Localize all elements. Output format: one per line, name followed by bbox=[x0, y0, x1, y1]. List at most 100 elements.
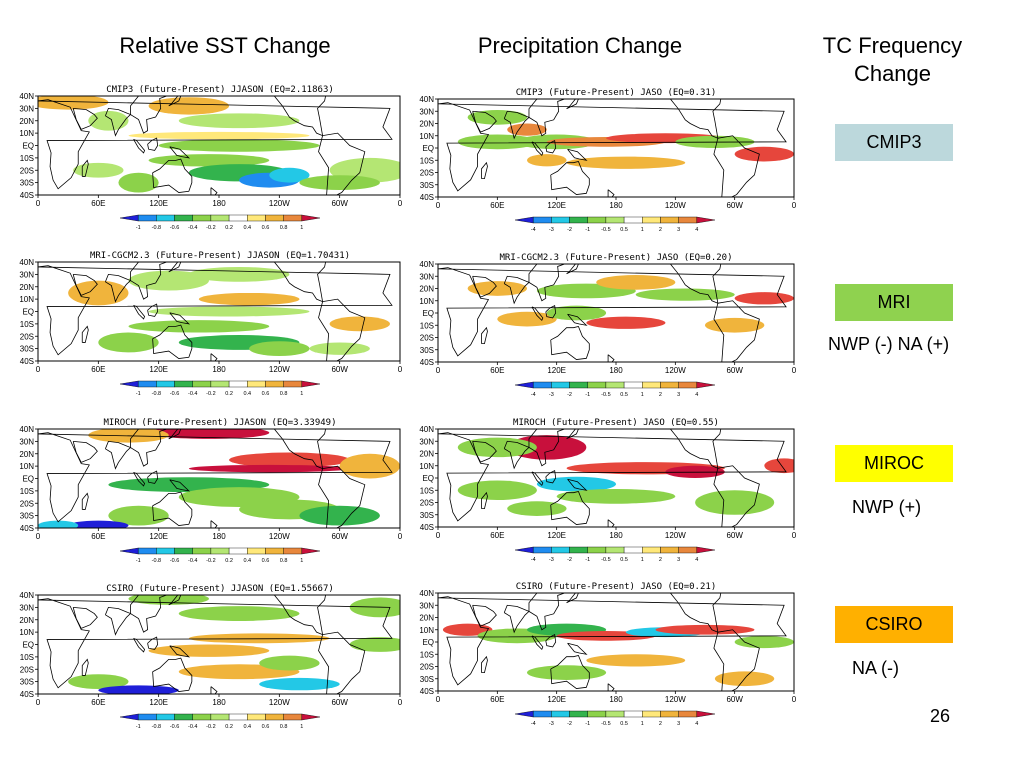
colorbar-label: -1 bbox=[585, 392, 590, 398]
lat-label: 30N bbox=[419, 107, 434, 116]
colorbar-segment bbox=[119, 214, 139, 222]
colorbar-segment bbox=[265, 214, 284, 222]
colorbar-label: 2 bbox=[659, 392, 662, 398]
lat-label: 10S bbox=[420, 321, 434, 330]
colorbar-label: -0.5 bbox=[601, 557, 610, 563]
lat-label: 20N bbox=[419, 285, 434, 294]
field-anomaly bbox=[457, 134, 537, 150]
colorbar-label: -2 bbox=[567, 227, 572, 233]
colorbar-segment bbox=[265, 380, 284, 388]
coastline-arabia bbox=[472, 275, 497, 298]
lat-label: 30S bbox=[420, 346, 434, 355]
lat-label: 10S bbox=[20, 487, 34, 496]
colorbar-label: 0.6 bbox=[262, 391, 270, 397]
colorbar-segment bbox=[551, 546, 570, 554]
lat-label: 10S bbox=[20, 653, 34, 662]
lon-label: 120W bbox=[269, 199, 290, 207]
lon-label: 180 bbox=[212, 365, 226, 373]
colorbar-label: 1 bbox=[300, 225, 303, 231]
lat-label: 20S bbox=[20, 665, 34, 674]
sst-title-3: MIROCH (Future-Present) JJASON (EQ=3.339… bbox=[103, 418, 337, 428]
lat-label: EQ bbox=[22, 142, 34, 151]
lon-label: 0 bbox=[398, 365, 403, 373]
field-anomaly bbox=[734, 292, 794, 305]
colorbar-segment bbox=[605, 546, 625, 554]
colorbar-label: 3 bbox=[677, 721, 680, 727]
coastline-samer bbox=[318, 465, 366, 528]
coastline-arabia bbox=[72, 273, 98, 296]
lat-label: 10N bbox=[419, 132, 434, 141]
csiro-note: NA (-) bbox=[852, 658, 899, 678]
colorbar-segment bbox=[642, 216, 661, 224]
lat-label: 20S bbox=[420, 499, 434, 508]
coastline-madag bbox=[81, 159, 89, 177]
colorbar-segment bbox=[119, 713, 139, 721]
colorbar-segment bbox=[642, 381, 661, 389]
coastline-india bbox=[105, 606, 132, 636]
coastline-samer bbox=[318, 298, 366, 361]
colorbar-segment bbox=[678, 216, 698, 224]
coastline-austral bbox=[152, 491, 193, 526]
precip-colorbar-4: -4 -3 -2 -1 -0.5 0.5 1 2 3 4 bbox=[514, 710, 716, 727]
precip-colorbar-1: -4 -3 -2 -1 -0.5 0.5 1 2 3 4 bbox=[514, 216, 716, 233]
field-anomaly bbox=[705, 317, 765, 333]
colorbar-segment bbox=[696, 710, 716, 718]
colorbar-label: -1 bbox=[136, 391, 141, 397]
colorbar-label: -0.6 bbox=[170, 225, 179, 231]
colorbar-label: 1 bbox=[300, 724, 303, 730]
coastline-asia bbox=[528, 264, 565, 302]
lat-label: 10S bbox=[420, 156, 434, 165]
colorbar-label: -2 bbox=[567, 392, 572, 398]
coastline-borneo bbox=[545, 634, 557, 648]
field-anomaly bbox=[178, 113, 300, 129]
colorbar-segment bbox=[301, 713, 321, 721]
colorbar-label: -0.2 bbox=[206, 391, 215, 397]
colorbar-segment bbox=[660, 546, 679, 554]
precip-title-4: CSIRO (Future-Present) JASO (EQ=0.21) bbox=[515, 582, 717, 592]
colorbar-segment bbox=[228, 713, 248, 721]
colorbar-label: -0.5 bbox=[601, 392, 610, 398]
lon-label: 0 bbox=[792, 201, 797, 209]
lat-label: 30S bbox=[420, 675, 434, 684]
lat-label: 40S bbox=[420, 358, 434, 367]
field-anomaly bbox=[655, 624, 755, 635]
colorbar-segment bbox=[587, 546, 607, 554]
colorbar-segment bbox=[283, 214, 303, 222]
coastline-sumatra bbox=[133, 304, 146, 320]
coastline-newzeal bbox=[607, 683, 615, 691]
coastline-madag bbox=[81, 325, 89, 343]
colorbar-segment bbox=[283, 713, 303, 721]
field-anomaly bbox=[68, 520, 129, 528]
colorbar-label: -3 bbox=[549, 557, 554, 563]
colorbar-segment bbox=[514, 710, 534, 718]
coastline-namer bbox=[670, 593, 722, 633]
coastline-namer bbox=[273, 595, 326, 636]
colorbar-segment bbox=[301, 547, 321, 555]
colorbar-label: -0.8 bbox=[152, 724, 161, 730]
sst-title-1: CMIP3 (Future-Present) JJASON (EQ=2.1186… bbox=[106, 85, 334, 95]
coastline-arabia bbox=[472, 440, 497, 463]
field-anomaly bbox=[269, 167, 310, 183]
coastline-asia bbox=[130, 262, 167, 300]
colorbar-segment bbox=[623, 546, 643, 554]
field-anomaly bbox=[527, 154, 567, 167]
precip-title-1: CMIP3 (Future-Present) JASO (EQ=0.31) bbox=[515, 88, 717, 98]
coastline-borneo bbox=[545, 305, 557, 319]
lat-label: 40S bbox=[20, 191, 34, 200]
colorbar-segment bbox=[301, 380, 321, 388]
coastline-sumatra bbox=[531, 471, 544, 487]
lat-label: EQ bbox=[22, 308, 34, 317]
coastline-japan bbox=[566, 99, 579, 110]
lon-label: 0 bbox=[36, 532, 41, 540]
field-anomaly bbox=[527, 665, 607, 680]
lat-label: 20S bbox=[20, 166, 34, 175]
coastline-sumatra bbox=[133, 471, 146, 487]
lat-label: 40S bbox=[20, 524, 34, 533]
colorbar-label: -0.4 bbox=[188, 724, 197, 730]
lat-label: 30S bbox=[420, 511, 434, 520]
colorbar-segment bbox=[156, 713, 175, 721]
colorbar-segment bbox=[532, 216, 552, 224]
field-anomaly bbox=[309, 342, 370, 355]
colorbar-label: -1 bbox=[136, 225, 141, 231]
